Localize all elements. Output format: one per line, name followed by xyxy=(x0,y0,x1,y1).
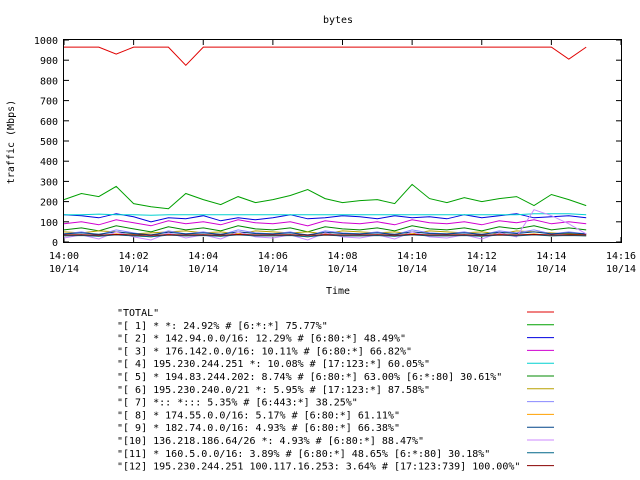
legend-label: "[ 3] * 176.142.0.0/16: 10.11% # [6:80:*… xyxy=(117,346,412,357)
x-tick-date: 10/14 xyxy=(536,264,566,275)
chart-title: bytes xyxy=(323,15,353,26)
x-tick-date: 10/14 xyxy=(119,264,149,275)
y-tick-label: 700 xyxy=(40,97,58,108)
x-tick-date: 10/14 xyxy=(258,264,288,275)
legend-label: "[12] 195.230.244.251 100.117.16.253: 3.… xyxy=(117,462,520,473)
series-line-3 xyxy=(63,219,587,227)
x-tick-time: 14:06 xyxy=(258,251,288,262)
y-tick-label: 500 xyxy=(40,137,58,148)
x-tick-time: 14:08 xyxy=(327,251,357,262)
y-tick-label: 900 xyxy=(40,56,58,67)
legend-label: "[10] 136.218.186.64/26 *: 4.93% # [6:80… xyxy=(117,436,424,447)
x-tick-time: 14:00 xyxy=(49,251,79,262)
y-tick-label: 400 xyxy=(40,157,58,168)
x-tick-date: 10/14 xyxy=(606,264,636,275)
series-line-total xyxy=(64,46,587,67)
x-tick-date: 10/14 xyxy=(327,264,357,275)
series-line-7 xyxy=(63,229,587,237)
x-tick-date: 10/14 xyxy=(188,264,218,275)
x-axis-label: Time xyxy=(326,286,350,297)
y-tick-label: 0 xyxy=(52,238,58,249)
x-tick-date: 10/14 xyxy=(397,264,427,275)
y-axis-label: traffic (Mbps) xyxy=(6,100,17,184)
x-tick-time: 14:14 xyxy=(536,251,566,262)
legend-label: "[ 4] 195.230.244.251 *: 10.08% # [17:12… xyxy=(117,359,430,370)
series-line-10 xyxy=(63,209,587,241)
legend-label: "[ 2] * 142.94.0.0/16: 12.29% # [6:80:*]… xyxy=(117,334,406,345)
y-tick-label: 600 xyxy=(40,117,58,128)
y-tick-label: 300 xyxy=(40,177,58,188)
series-line-5 xyxy=(63,225,587,233)
series-line-2 xyxy=(63,213,587,223)
x-tick-time: 14:16 xyxy=(606,251,636,262)
plot-area xyxy=(63,39,622,243)
y-tick-label: 1000 xyxy=(34,36,58,47)
legend-label: "[ 6] 195.230.240.0/21 *: 5.95% # [17:12… xyxy=(117,385,430,396)
x-tick-date: 10/14 xyxy=(467,264,497,275)
legend-label: "[ 5] * 194.83.244.202: 8.74% # [6:80:*]… xyxy=(117,372,502,383)
series-line-1 xyxy=(63,183,587,210)
x-tick-date: 10/14 xyxy=(49,264,79,275)
legend-label: "[11] * 160.5.0.0/16: 3.89% # [6:80:*] 4… xyxy=(117,449,490,460)
y-tick-label: 200 xyxy=(40,198,58,209)
x-tick-time: 14:02 xyxy=(119,251,149,262)
x-tick-time: 14:04 xyxy=(188,251,218,262)
x-tick-time: 14:12 xyxy=(467,251,497,262)
legend-label: "[ 7] *:: *::: 5.35% # [6:443:*] 38.25%" xyxy=(117,398,358,409)
legend-label: "[ 9] * 182.74.0.0/16: 4.93% # [6:80:*] … xyxy=(117,423,400,434)
legend-label: "[ 8] * 174.55.0.0/16: 5.17% # [6:80:*] … xyxy=(117,410,400,421)
x-tick-time: 14:10 xyxy=(397,251,427,262)
legend-label: "TOTAL" xyxy=(117,308,159,319)
series-line-4 xyxy=(64,213,587,216)
y-tick-label: 100 xyxy=(40,218,58,229)
series-line-12 xyxy=(63,233,587,236)
legend-label: "[ 1] * *: 24.92% # [6:*:*] 75.77%" xyxy=(117,321,328,332)
y-tick-label: 800 xyxy=(40,76,58,87)
